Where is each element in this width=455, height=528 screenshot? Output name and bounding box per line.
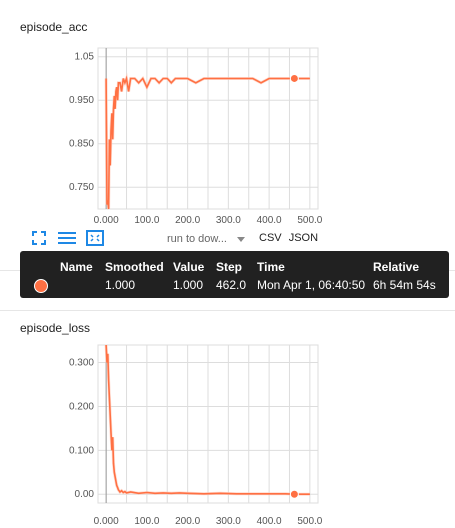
acc-y-tick-label: 0.850 xyxy=(69,139,94,150)
loss-chart-card: episode_loss 0.00 0.100 0.200 0.300 0.000 100… xyxy=(0,310,455,528)
tooltip-header-smoothed: Smoothed xyxy=(105,260,164,274)
acc-x-tick-label: 300.0 xyxy=(216,215,241,226)
loss-x-tick-label: 500.0 xyxy=(297,516,322,527)
loss-series-line xyxy=(105,344,310,495)
loss-x-tick-label: 100.0 xyxy=(134,516,159,527)
acc-x-tick-label: 500.0 xyxy=(297,215,322,226)
acc-chart[interactable]: 0.750 0.850 0.950 1.05 0.000 100.0 200.0 300.0 4… xyxy=(0,6,455,254)
acc-x-tick-label: 200.0 xyxy=(175,215,200,226)
loss-x-tick-label: 300.0 xyxy=(216,516,241,527)
tooltip-header-time: Time xyxy=(257,260,285,274)
acc-chart-card: episode_acc 0.750 0.850 0.950 1.05 0.000 100.… xyxy=(0,6,455,254)
tooltip-value: 1.000 xyxy=(173,278,204,292)
download-links: CSV JSON xyxy=(259,232,322,244)
tooltip-relative: 6h 54m 54s xyxy=(373,278,436,292)
acc-y-tick-label: 0.750 xyxy=(69,182,94,193)
loss-y-tick-label: 0.100 xyxy=(69,445,94,456)
json-download-link[interactable]: JSON xyxy=(288,232,319,244)
fullscreen-icon xyxy=(32,231,46,245)
loss-y-tick-label: 0.200 xyxy=(69,401,94,412)
acc-chart-title: episode_acc xyxy=(20,20,88,34)
fit-domain-button[interactable] xyxy=(84,229,106,247)
acc-x-tick-label: 400.0 xyxy=(257,215,282,226)
tooltip-step: 462.0 xyxy=(216,278,247,292)
acc-hover-point xyxy=(289,73,299,83)
acc-x-tick-label: 0.000 xyxy=(94,215,119,226)
loss-chart[interactable]: 0.00 0.100 0.200 0.300 0.000 100.0 200.0 300.0 4… xyxy=(0,311,455,528)
tooltip-header-value: Value xyxy=(173,260,205,274)
series-color-dot xyxy=(34,279,48,293)
acc-series-line xyxy=(105,75,310,210)
loss-y-tick-label: 0.00 xyxy=(75,489,95,500)
fullscreen-button[interactable] xyxy=(28,229,50,247)
tooltip-header-name: Name xyxy=(60,260,93,274)
loss-x-tick-label: 200.0 xyxy=(175,516,200,527)
loss-y-tick-label: 0.300 xyxy=(69,358,94,369)
tooltip-header-relative: Relative xyxy=(373,260,420,274)
download-run-select[interactable]: run to dow... xyxy=(167,233,245,245)
tooltip-smoothed-value: 1.000 xyxy=(105,278,136,292)
chevron-down-icon xyxy=(236,236,245,242)
menu-lines-icon xyxy=(58,232,76,244)
tooltip-time: Mon Apr 1, 06:40:50 xyxy=(257,278,366,292)
loss-x-tick-label: 400.0 xyxy=(257,516,282,527)
loss-hover-point xyxy=(289,489,299,499)
acc-x-tick-label: 100.0 xyxy=(134,215,159,226)
acc-y-tick-label: 1.05 xyxy=(75,52,95,63)
chart-toolbar xyxy=(28,228,112,248)
loss-chart-title: episode_loss xyxy=(20,321,91,335)
loss-x-tick-label: 0.000 xyxy=(94,516,119,527)
toggle-log-scale-button[interactable] xyxy=(56,229,78,247)
download-run-select-value: run to dow... xyxy=(167,233,227,245)
fit-to-data-icon xyxy=(86,230,104,246)
csv-download-link[interactable]: CSV xyxy=(259,232,282,244)
data-tooltip: Name Smoothed Value Step Time Relative 1… xyxy=(20,251,449,298)
acc-y-tick-label: 0.950 xyxy=(69,95,94,106)
tooltip-header-step: Step xyxy=(216,260,243,274)
